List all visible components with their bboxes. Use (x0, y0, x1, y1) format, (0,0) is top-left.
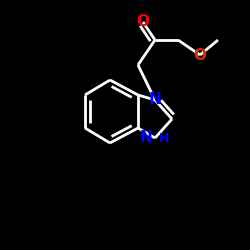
Text: H: H (159, 132, 170, 144)
Text: N: N (148, 92, 162, 108)
Text: O: O (194, 48, 206, 62)
Text: O: O (136, 14, 149, 30)
Text: N: N (139, 130, 152, 146)
